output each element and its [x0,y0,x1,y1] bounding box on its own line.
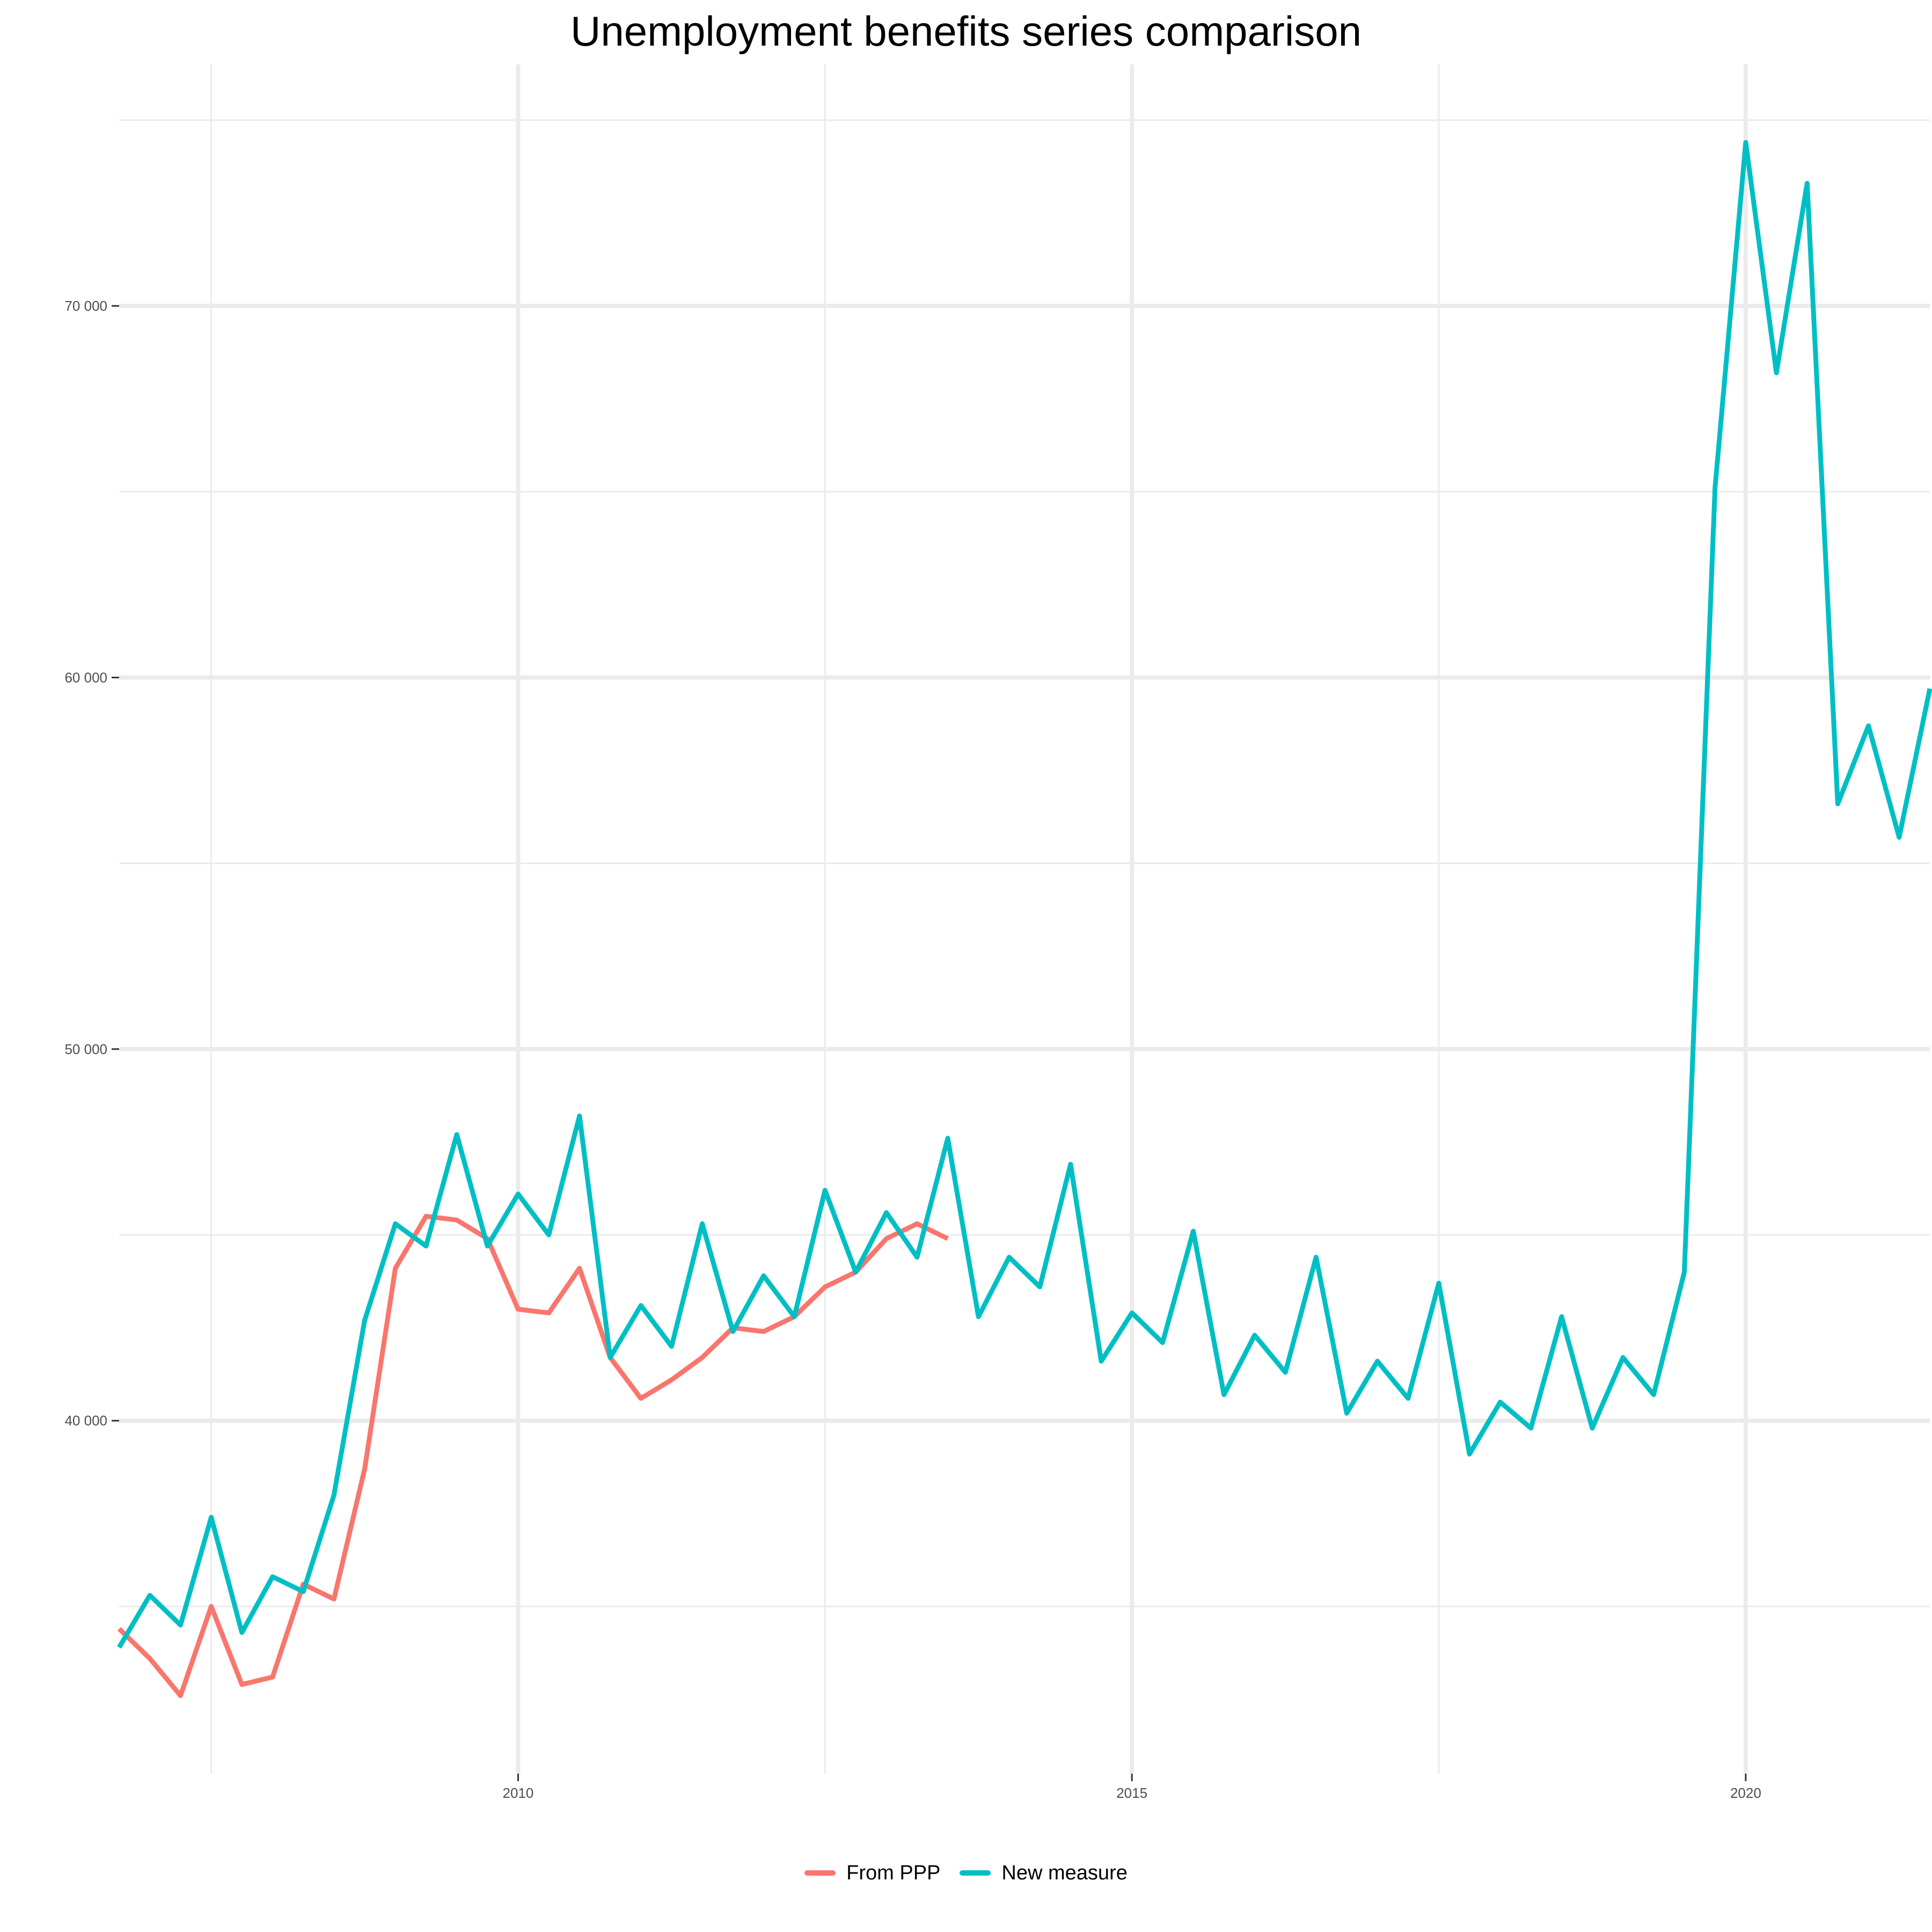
chart-title: Unemployment benefits series comparison [570,8,1362,55]
y-axis: 40 000 50 000 60 000 70 000 [64,298,119,1429]
x-tick-label: 2020 [1730,1785,1761,1801]
x-axis: 2010 2015 2020 [503,1774,1761,1801]
legend-swatch-new-measure [960,1870,991,1876]
series-lines [117,140,1932,1699]
y-tick-label: 50 000 [64,1041,107,1057]
y-tick-label: 60 000 [64,669,107,685]
legend: From PPP New measure [0,1857,1932,1889]
legend-label-from-ppp: From PPP [846,1861,941,1884]
legend-item-new-measure: New measure [960,1861,1128,1885]
minor-gridlines [119,64,1930,1774]
y-tick-label: 40 000 [64,1413,107,1429]
series-line-new-measure [117,140,1932,1649]
x-tick-label: 2010 [503,1785,534,1801]
y-tick-label: 70 000 [64,298,107,314]
major-gridlines [119,64,1930,1774]
legend-swatch-from-ppp [804,1870,836,1876]
plot-area: 40 000 50 000 60 000 70 000 2010 2015 2020 [64,64,1932,1801]
legend-item-from-ppp: From PPP [804,1862,940,1885]
x-tick-label: 2015 [1116,1785,1147,1801]
series-line-from-ppp [117,1213,949,1699]
legend-label-new-measure: New measure [1001,1861,1128,1884]
